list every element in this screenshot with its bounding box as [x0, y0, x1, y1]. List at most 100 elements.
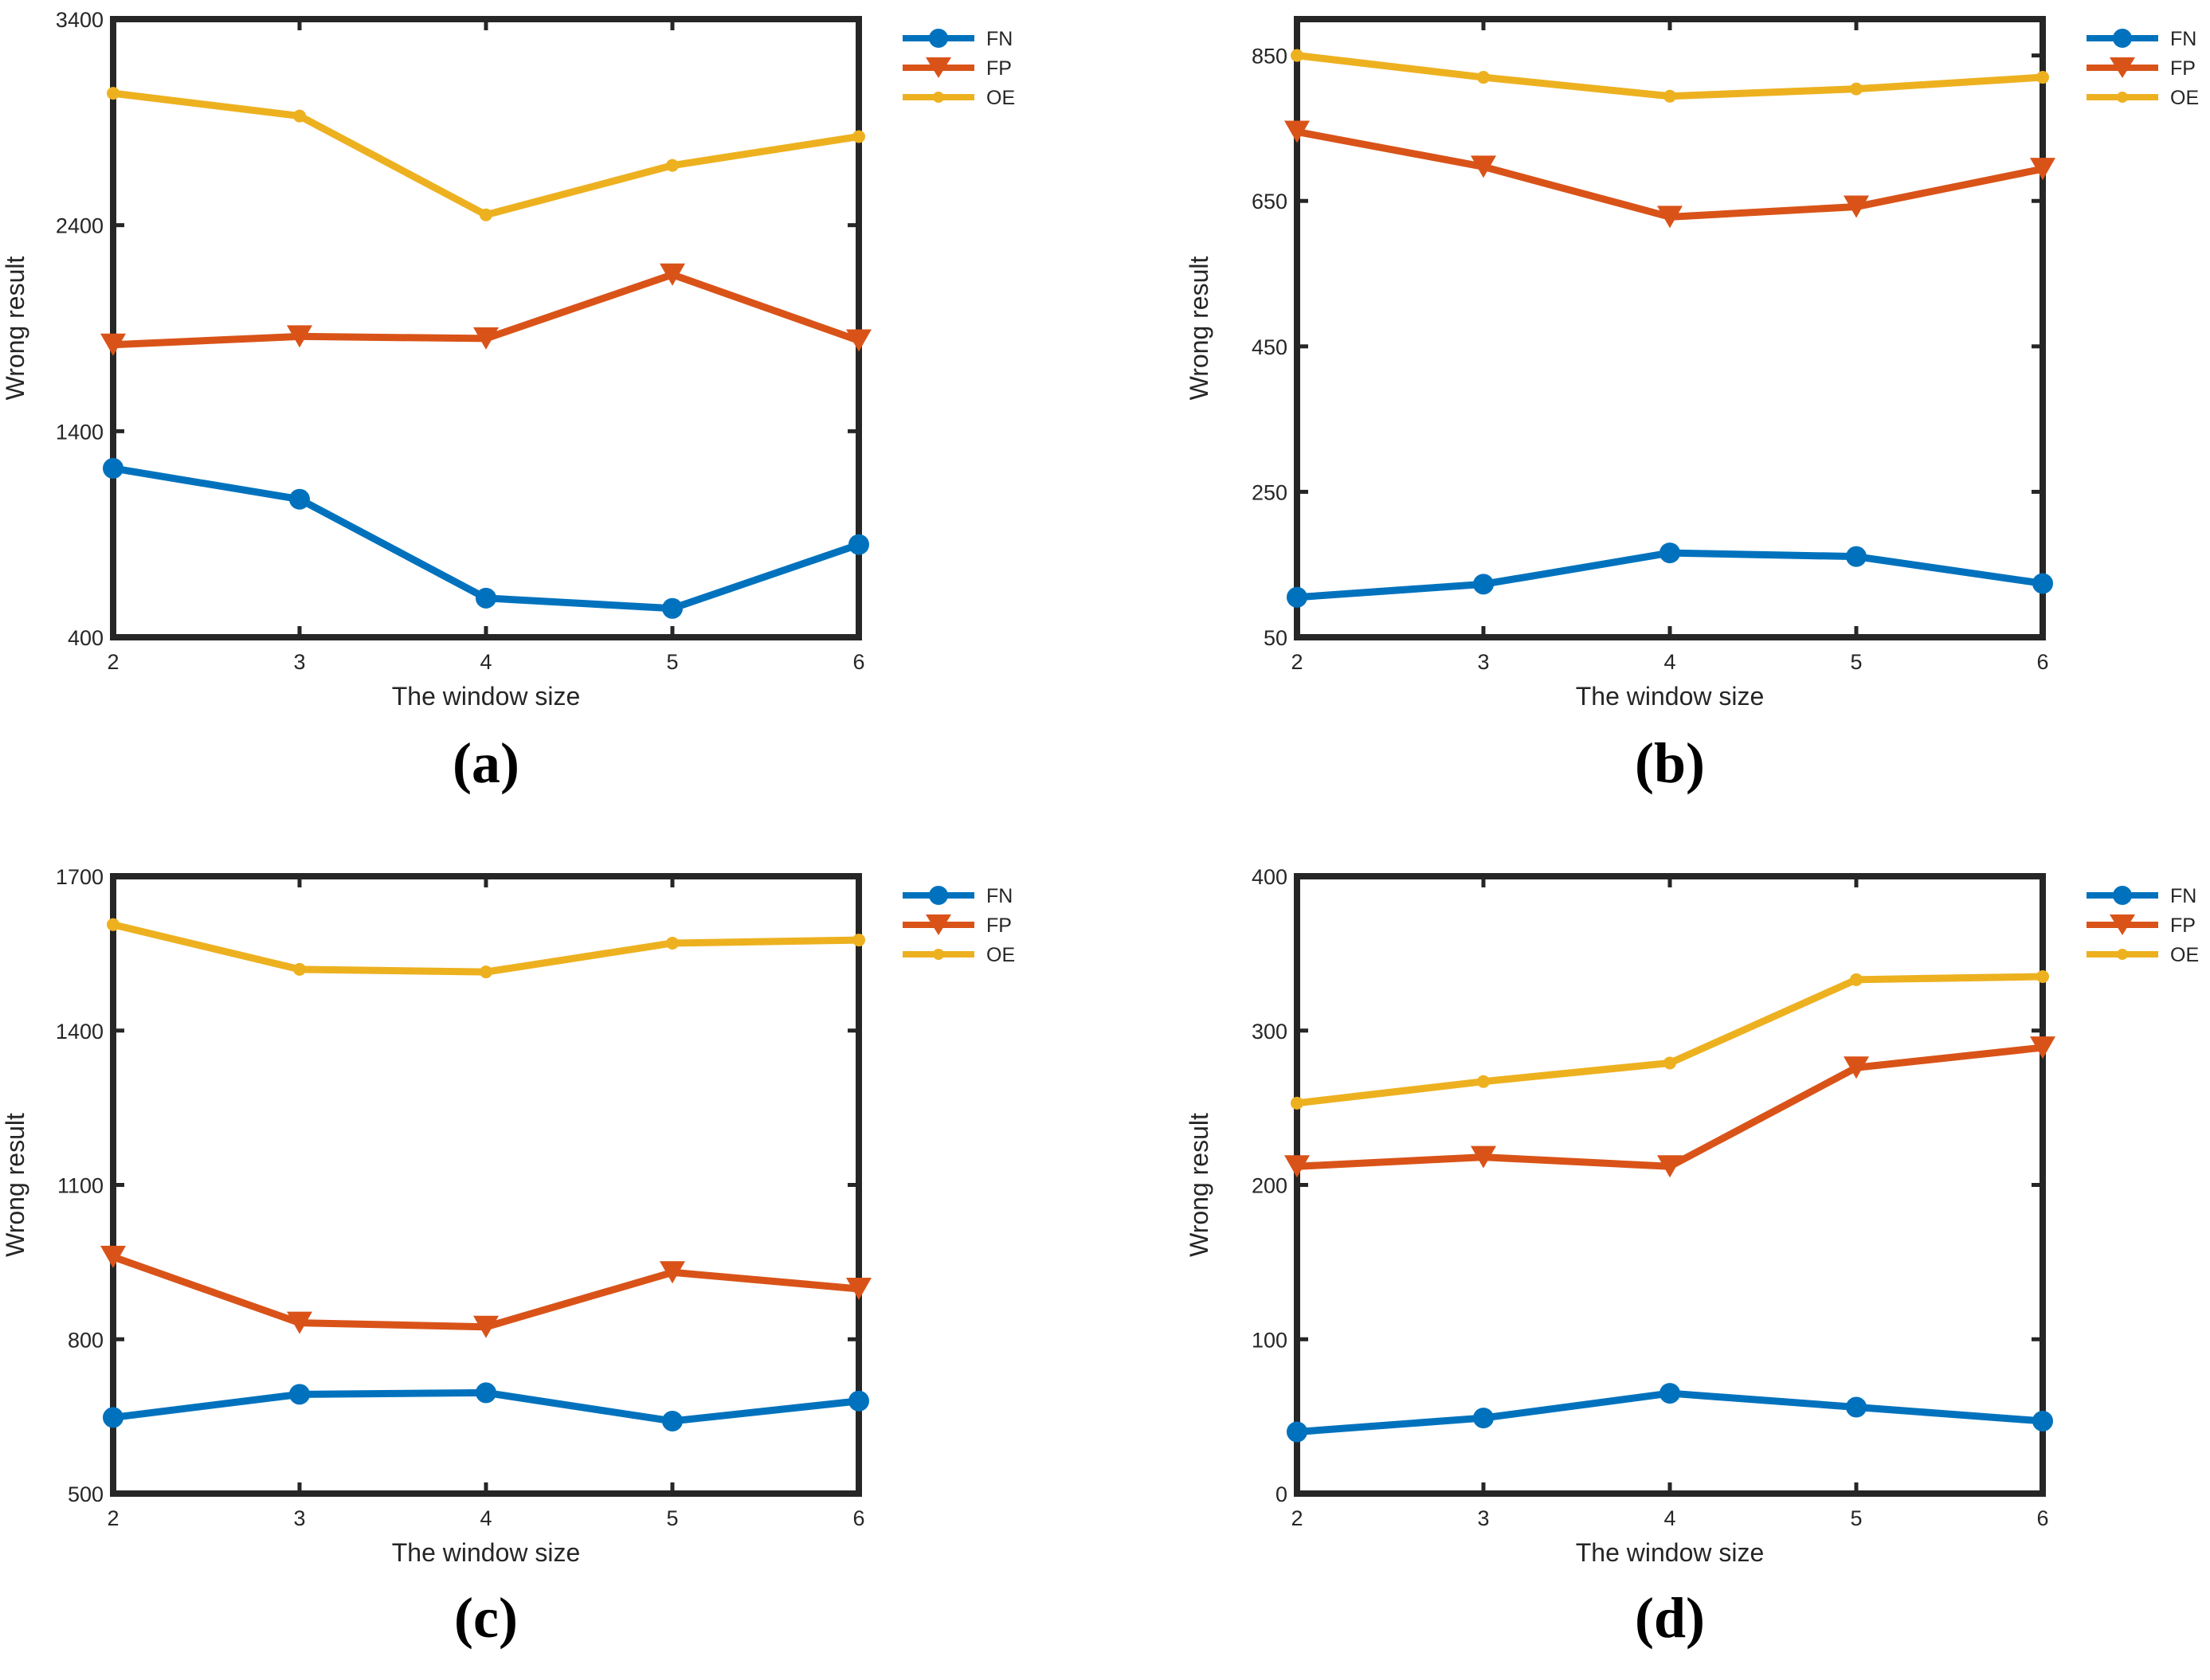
- x-tick-label: 3: [1477, 1506, 1489, 1530]
- y-tick-label: 450: [1252, 335, 1287, 359]
- data-point-fn: [289, 488, 310, 510]
- panel-caption: (c): [454, 1586, 518, 1650]
- series-fp: [1284, 1036, 2055, 1178]
- x-tick-label: 4: [480, 1506, 492, 1530]
- panel-caption: (d): [1635, 1586, 1705, 1650]
- data-point-fn: [103, 1407, 123, 1428]
- data-point-fn: [289, 1384, 310, 1405]
- data-point-fp: [1471, 155, 1496, 178]
- x-tick-label: 6: [852, 650, 864, 674]
- data-point-fn: [1659, 1383, 1680, 1404]
- data-point-oe: [1477, 1075, 1490, 1088]
- data-point-oe: [2036, 969, 2049, 983]
- x-tick-label: 5: [1850, 1506, 1862, 1530]
- y-tick-label: 650: [1252, 190, 1287, 213]
- legend-label-oe: OE: [2170, 87, 2199, 109]
- data-point-fn: [662, 597, 683, 619]
- legend: FN FP OE: [2087, 885, 2199, 966]
- data-point-fp: [1844, 195, 1869, 218]
- series-fn: [103, 1382, 869, 1431]
- data-point-fp: [1471, 1145, 1496, 1169]
- series-oe: [107, 918, 865, 979]
- x-tick-label: 4: [1663, 650, 1675, 674]
- data-point-oe: [2036, 71, 2049, 84]
- x-axis-label: The window size: [1576, 1538, 1765, 1567]
- x-axis-label: The window size: [392, 1538, 581, 1567]
- y-tick-label: 1100: [57, 1174, 104, 1198]
- legend-label-fn: FN: [2170, 885, 2196, 907]
- data-point-oe: [293, 962, 306, 976]
- legend-label-fn: FN: [986, 28, 1013, 50]
- data-point-fp: [473, 1315, 499, 1338]
- series-line-oe: [109, 921, 863, 976]
- legend-label-oe: OE: [986, 944, 1015, 966]
- data-point-oe: [852, 934, 865, 947]
- legend-marker-oe: [2117, 949, 2128, 960]
- data-point-oe: [1477, 71, 1490, 84]
- x-tick-label: 2: [107, 1506, 119, 1530]
- legend-label-oe: OE: [2170, 944, 2199, 966]
- data-point-oe: [852, 130, 865, 143]
- data-point-fn: [476, 587, 496, 609]
- data-point-fp: [2030, 1036, 2055, 1059]
- panel-caption: (a): [453, 731, 519, 795]
- panel-caption: (b): [1635, 731, 1705, 795]
- x-tick-label: 5: [666, 1506, 678, 1530]
- data-point-fp: [846, 1277, 872, 1300]
- legend-marker-oe: [933, 92, 944, 103]
- y-axis-label: Wrong result: [1185, 256, 1213, 400]
- data-point-fn: [476, 1382, 496, 1404]
- series-fp: [100, 1245, 872, 1338]
- x-tick-label: 4: [480, 650, 492, 674]
- y-tick-label: 400: [1252, 865, 1287, 889]
- y-tick-label: 200: [1252, 1174, 1287, 1198]
- x-tick-label: 2: [107, 650, 119, 674]
- data-point-fn: [662, 1410, 683, 1431]
- y-axis-label: Wrong result: [1, 256, 29, 400]
- legend-label-fp: FP: [986, 914, 1012, 937]
- data-point-fp: [287, 325, 312, 348]
- data-point-fn: [1287, 1421, 1307, 1443]
- x-axis-label: The window size: [392, 682, 581, 711]
- x-tick-label: 6: [852, 1506, 864, 1530]
- x-tick-label: 2: [1291, 1506, 1303, 1530]
- data-point-fn: [1846, 1396, 1867, 1418]
- data-point-oe: [1850, 973, 1863, 986]
- data-point-fp: [1844, 1056, 1869, 1079]
- panel-c: 2 3 4 5 6 500 800 1100 1400 1700 The window size Wr…: [1, 865, 1015, 1650]
- legend-marker-fp: [926, 57, 951, 78]
- legend-marker-fn: [2113, 886, 2132, 905]
- legend-marker-oe: [2117, 92, 2128, 103]
- x-tick-label: 3: [293, 1506, 305, 1530]
- x-tick-label: 6: [2036, 1506, 2048, 1530]
- data-point-oe: [480, 208, 492, 221]
- x-tick-label: 4: [1663, 1506, 1675, 1530]
- legend-marker-fp: [926, 914, 951, 935]
- y-tick-label: 800: [68, 1328, 104, 1352]
- data-point-fn: [848, 1390, 869, 1412]
- data-point-fp: [660, 263, 685, 286]
- data-point-oe: [107, 87, 120, 100]
- y-tick-label: 0: [1275, 1482, 1287, 1506]
- data-point-oe: [666, 936, 679, 950]
- data-point-oe: [666, 159, 679, 172]
- data-point-fn: [103, 457, 123, 479]
- panel-d: 2 3 4 5 6 0 100 200 300 400 The window size Wrong r…: [1185, 865, 2199, 1650]
- data-point-fp: [846, 329, 872, 352]
- data-point-fp: [660, 1261, 685, 1284]
- data-point-fn: [1473, 1408, 1494, 1429]
- series-fn: [1287, 542, 2053, 608]
- data-point-oe: [480, 965, 492, 979]
- y-tick-label: 850: [1252, 45, 1287, 69]
- legend-label-fp: FP: [986, 57, 1012, 80]
- y-tick-label: 250: [1252, 480, 1287, 504]
- series-fp: [1284, 120, 2055, 229]
- data-point-oe: [293, 109, 306, 123]
- legend: FN FP OE: [903, 28, 1015, 109]
- series-oe: [1291, 969, 2049, 1110]
- series-oe: [1291, 49, 2049, 103]
- data-point-oe: [1291, 1096, 1303, 1110]
- series-oe: [107, 87, 865, 221]
